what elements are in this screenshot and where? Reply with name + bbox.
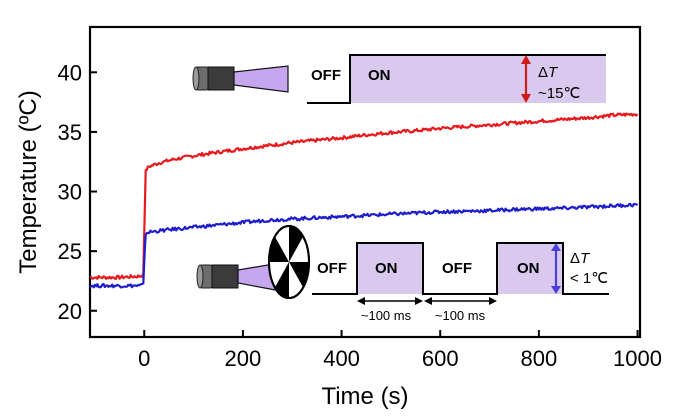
bottom-off-label-1: OFF [317,260,347,277]
y-tick-label: 20 [58,299,82,324]
interval-label-2: ~100 ms [435,308,486,323]
delta-t-arrow-blue [551,243,561,294]
bottom-on-label-2: ON [517,260,540,277]
x-tick-label: 400 [323,346,360,371]
top-on-label: ON [368,67,391,84]
bottom-delta-t-value: < 1℃ [570,270,608,287]
top-off-label: OFF [311,67,341,84]
x-axis-ticks: 0 200 400 600 800 1000 [138,330,662,371]
bottom-off-label-2: OFF [442,260,472,277]
top-delta-t-value: ~15℃ [538,85,580,102]
on-region-1 [357,243,423,294]
top-inset: OFF ON ΔT ~15℃ [192,54,606,104]
y-tick-label: 40 [58,60,82,85]
bottom-inset: OFF ON OFF ON ~100 ms ~100 ms ΔT < 1℃ [196,225,609,323]
on-region-2 [497,243,563,294]
y-tick-label: 35 [58,120,82,145]
delta-t-arrow-red [521,55,531,103]
x-tick-label: 200 [225,346,262,371]
y-axis-title: Temperature (ºC) [15,90,42,273]
bottom-on-label-1: ON [375,260,398,277]
y-axis-ticks: 20 25 30 35 40 [58,60,97,324]
x-tick-label: 0 [138,346,150,371]
series-line-1 [89,112,639,280]
x-axis-title: Time (s) [321,383,408,410]
flashlight-icon [192,65,289,93]
plot-frame [88,25,642,339]
chopped-pulse-waveform [312,242,609,295]
interval-arrow-2 [424,297,497,305]
bottom-delta-t-label: ΔT [570,250,591,267]
top-delta-t-label: ΔT [538,64,559,81]
on-region [350,55,606,103]
interval-arrow-1 [357,297,423,305]
interval-label-1: ~100 ms [361,308,412,323]
series-line-2 [89,202,639,289]
series-layer [89,112,639,289]
x-tick-label: 1000 [613,346,662,371]
x-tick-label: 600 [422,346,459,371]
y-tick-label: 25 [58,239,82,264]
y-tick-label: 30 [58,180,82,205]
continuous-pulse-waveform [307,54,606,104]
x-tick-label: 800 [521,346,558,371]
chopper-wheel-icon [268,225,310,299]
